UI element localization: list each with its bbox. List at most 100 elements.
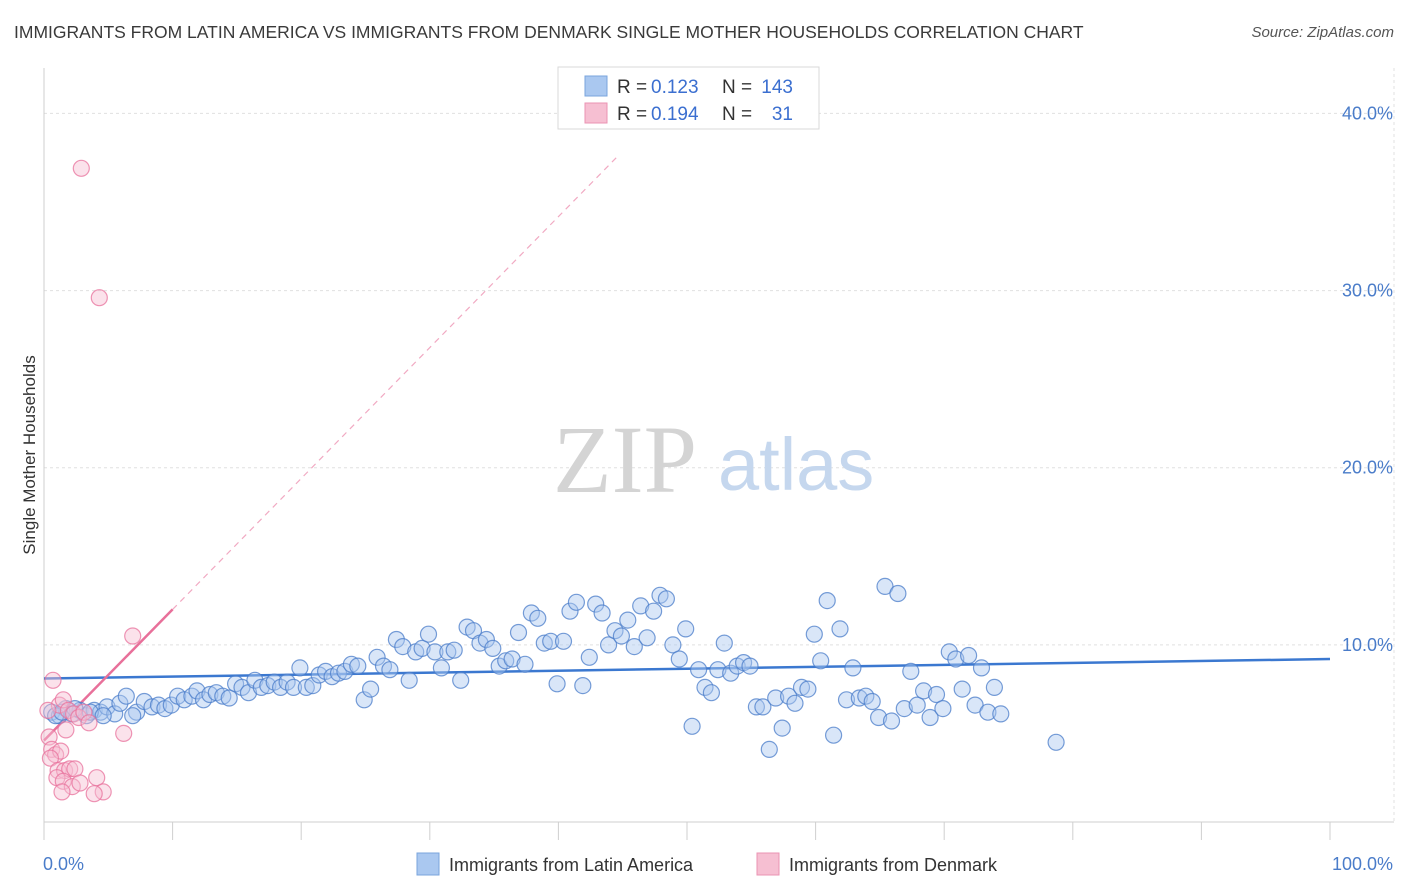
x-tick-label-1: 100.0%: [1332, 854, 1393, 874]
point-latin-america-88: [580, 648, 598, 666]
point-latin-america-65: [432, 659, 450, 677]
point-latin-america-134: [876, 577, 894, 596]
point-latin-america-127: [831, 620, 849, 638]
legend-r-value-pink: 0.194: [651, 104, 699, 125]
point-latin-america-83: [548, 675, 566, 693]
y-axis-label: Single Mother Households: [20, 355, 39, 554]
point-latin-america-150: [979, 703, 997, 721]
point-latin-america-53: [355, 691, 373, 709]
point-latin-america-139: [908, 696, 926, 714]
point-latin-america-16: [117, 687, 135, 705]
point-latin-america-117: [767, 689, 785, 707]
point-denmark-9: [75, 703, 93, 721]
point-latin-america-103: [677, 620, 695, 638]
point-denmark-17: [41, 749, 60, 767]
point-denmark-29: [53, 783, 71, 801]
watermark: ZIP atlas: [553, 406, 874, 513]
point-latin-america-133: [869, 708, 888, 727]
point-latin-america-18: [124, 707, 142, 725]
point-latin-america-122: [799, 680, 817, 698]
point-denmark-2: [124, 627, 142, 645]
point-latin-america-141: [921, 708, 939, 727]
point-latin-america-128: [837, 691, 856, 709]
point-latin-america-121: [792, 678, 811, 697]
point-latin-america-105: [689, 661, 708, 679]
point-latin-america-143: [934, 699, 952, 718]
trend-line-latin-america: [43, 657, 1331, 680]
point-latin-america-29: [201, 685, 219, 704]
point-latin-america-62: [413, 639, 431, 658]
point-latin-america-147: [959, 646, 978, 665]
point-latin-america-67: [445, 641, 463, 659]
point-denmark-16: [39, 701, 57, 720]
point-latin-america-93: [612, 627, 631, 645]
point-latin-america-57: [381, 661, 399, 679]
y-tick-label-1: 20.0%: [1342, 458, 1393, 478]
y-tick-label-3: 40.0%: [1342, 103, 1393, 123]
point-latin-america-60: [400, 671, 418, 689]
point-latin-america-58: [387, 630, 405, 649]
legend-r-label-blue: R =: [617, 77, 647, 98]
point-latin-america-54: [362, 680, 380, 698]
point-latin-america-151: [985, 678, 1004, 697]
point-latin-america-124: [812, 652, 830, 670]
point-latin-america-97: [638, 629, 656, 647]
grid-lines: [44, 68, 1395, 822]
point-latin-america-44: [297, 678, 315, 697]
point-latin-america-132: [863, 692, 881, 711]
point-latin-america-85: [561, 602, 579, 620]
point-latin-america-126: [824, 726, 843, 744]
point-latin-america-142: [927, 685, 946, 704]
point-latin-america-136: [889, 584, 907, 603]
point-latin-america-135: [882, 712, 901, 730]
point-latin-america-120: [786, 694, 804, 712]
point-latin-america-15: [111, 694, 129, 712]
series-legend: Immigrants from Latin America Immigrants…: [416, 852, 998, 876]
point-latin-america-49: [329, 664, 348, 682]
point-latin-america-100: [657, 590, 676, 608]
series-legend-label-blue: Immigrants from Latin America: [449, 855, 694, 875]
point-latin-america-146: [953, 680, 971, 698]
point-latin-america-63: [419, 625, 438, 643]
legend-swatch-blue: [584, 75, 608, 97]
point-latin-america-27: [188, 682, 206, 700]
point-denmark-5: [54, 691, 72, 709]
point-latin-america-37: [252, 678, 270, 697]
point-latin-america-129: [844, 659, 862, 677]
tick-labels: 10.0% 20.0% 30.0% 40.0% 0.0% 100.0%: [43, 103, 1393, 874]
point-latin-america-50: [336, 662, 354, 681]
legend-swatch-pink: [584, 102, 608, 124]
point-latin-america-140: [914, 682, 933, 700]
legend-r-value-blue: 0.123: [651, 77, 699, 98]
point-latin-america-109: [715, 634, 733, 652]
point-latin-america-94: [619, 611, 637, 629]
point-latin-america-73: [484, 639, 502, 658]
point-latin-america-42: [284, 678, 303, 697]
legend-n-value-pink: 31: [772, 104, 793, 125]
point-latin-america-108: [709, 661, 727, 679]
point-latin-america-96: [632, 597, 650, 615]
point-latin-america-123: [805, 625, 823, 643]
point-latin-america-89: [587, 595, 605, 613]
point-latin-america-102: [670, 650, 688, 668]
point-latin-america-23: [162, 696, 180, 714]
series-legend-swatch-pink: [756, 852, 780, 876]
point-latin-america-125: [818, 591, 836, 610]
point-denmark-10: [80, 714, 98, 732]
point-denmark-3: [44, 671, 62, 689]
point-latin-america-31: [214, 687, 232, 705]
point-latin-america-72: [477, 630, 495, 649]
point-latin-america-152: [992, 705, 1010, 723]
point-latin-america-59: [394, 637, 412, 656]
chart-source: Source: ZipAtlas.com: [1251, 24, 1394, 41]
point-latin-america-52: [349, 657, 367, 675]
correlation-legend: R = 0.123 N = 143 R = 0.194 N = 31: [557, 66, 820, 130]
point-denmark-26: [88, 769, 106, 787]
series-legend-label-pink: Immigrants from Denmark: [789, 855, 998, 875]
legend-n-label-blue: N =: [722, 77, 752, 98]
point-denmark-0: [72, 159, 90, 177]
point-latin-america-130: [850, 689, 868, 707]
point-latin-america-81: [535, 634, 553, 652]
legend-n-value-blue: 143: [761, 77, 793, 98]
